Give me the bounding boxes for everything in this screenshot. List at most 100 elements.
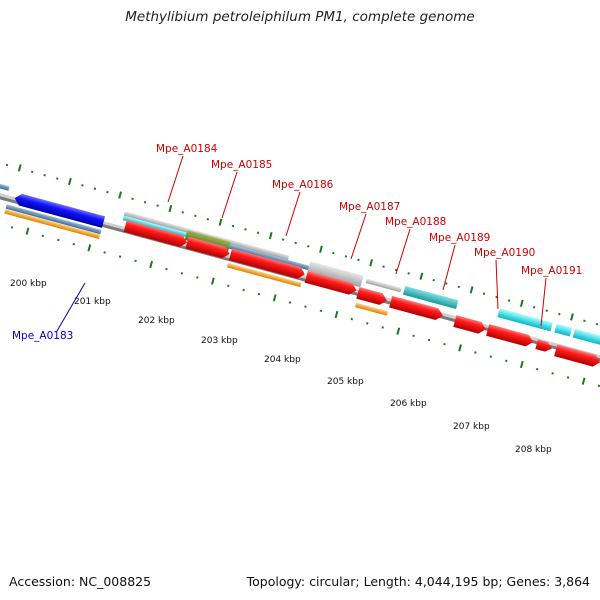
gene-label: Mpe_A0183 [12, 330, 73, 342]
cds-arrow [228, 248, 305, 279]
accession-text: Accession: NC_008825 [9, 574, 152, 589]
leader-line [350, 213, 367, 260]
gc-dot [505, 359, 508, 363]
gc-dot [519, 360, 524, 369]
gene-label: Mpe_A0186 [272, 179, 334, 191]
leader-line [285, 191, 301, 237]
leader-line [56, 282, 86, 332]
leader-line [167, 155, 184, 203]
leader-line [495, 259, 499, 310]
gc-skew-track [10, 226, 600, 388]
gene-label: Mpe_A0189 [429, 232, 490, 244]
cds-arrow [123, 220, 188, 247]
gc-dot [570, 313, 574, 321]
gc-dot [566, 376, 570, 379]
gc-dot [196, 276, 199, 279]
gc-dot [445, 282, 448, 285]
gc-dot [443, 342, 446, 346]
gc-dot [103, 251, 106, 254]
gc-dot [419, 272, 424, 280]
leader-line [442, 244, 456, 291]
gene-labels: Mpe_A0183 Mpe_A0184 Mpe_A0185 Mpe_A0186 … [12, 143, 582, 342]
gene-label: Mpe_A0184 [156, 143, 218, 155]
feature-bar [4, 209, 101, 240]
gc-dot [332, 251, 335, 255]
gc-dot [165, 267, 168, 271]
gene-label: Mpe_A0187 [339, 201, 400, 213]
gc-dot [272, 294, 277, 302]
gc-dot [357, 258, 360, 262]
feature-bar [122, 215, 187, 237]
gc-dot [507, 299, 511, 302]
gc-dot [168, 204, 173, 213]
gc-dot [257, 292, 261, 296]
gc-dot [194, 214, 197, 218]
scale-tick-label: 207 kbp [453, 422, 490, 432]
gc-dot [56, 177, 59, 180]
gc-dot [407, 272, 410, 275]
gc-dot [256, 231, 260, 234]
gc-dot [482, 292, 486, 295]
scale-tick-label: 206 kbp [390, 399, 427, 409]
feature-bar [228, 244, 310, 271]
cds-arrow [486, 324, 534, 347]
genome-title: Methylibium petroleiphilum PM1, complete… [125, 9, 475, 25]
cds-arrow [554, 344, 600, 367]
scale-tick-label: 203 kbp [201, 336, 238, 346]
gc-dot [366, 322, 369, 325]
gc-dot [412, 334, 415, 338]
cds-arrow [389, 295, 443, 320]
gc-dot [180, 272, 184, 275]
gc-dot [72, 242, 75, 246]
gc-dot [244, 228, 247, 231]
gc-dot [432, 278, 436, 282]
gc-dot [334, 310, 339, 319]
gc-dot [81, 184, 84, 187]
gc-dot [369, 259, 374, 267]
gc-dot [226, 284, 230, 288]
feature-bar [0, 175, 10, 191]
feature-bar [226, 263, 302, 288]
gc-dot [43, 173, 46, 177]
feature-bar [402, 285, 459, 309]
scale-tick-label: 202 kbp [138, 316, 175, 326]
gc-dot [218, 218, 223, 226]
gc-dot [156, 204, 159, 207]
forward-features [0, 175, 600, 348]
gc-content-track [5, 163, 599, 326]
gc-dot [583, 319, 586, 323]
feature-bar [497, 308, 553, 332]
gc-dot [489, 355, 493, 358]
feature-bar [572, 328, 600, 348]
gc-dot [106, 190, 109, 194]
gc-dot [41, 234, 45, 238]
gc-dot [68, 177, 72, 186]
gc-dot [10, 226, 14, 229]
gc-dot [595, 322, 599, 326]
feature-bar [365, 278, 402, 293]
gc-dot [206, 217, 210, 221]
gc-dot [181, 211, 184, 214]
genome-summary-text: Topology: circular; Length: 4,044,195 bp… [246, 574, 590, 589]
cds-arrow [185, 236, 230, 259]
gc-dot [344, 255, 348, 258]
gc-dot [25, 227, 30, 235]
gc-dot [458, 344, 462, 352]
scale-labels: 200 kbp 201 kbp 202 kbp 203 kbp 204 kbp … [10, 279, 552, 455]
feature-bar [5, 204, 102, 235]
gene-label: Mpe_A0190 [474, 247, 535, 259]
scale-tick-label: 205 kbp [327, 377, 364, 387]
gc-dot [427, 338, 431, 342]
gc-dot [319, 309, 323, 313]
scale-tick-label: 201 kbp [74, 297, 111, 307]
cds-arrow [453, 315, 486, 334]
gene-label: Mpe_A0188 [385, 216, 446, 228]
cds-forward [123, 220, 600, 367]
gc-dot [457, 285, 461, 289]
gc-dot [5, 163, 9, 167]
gc-dot [294, 241, 297, 245]
gc-dot [319, 245, 323, 253]
gc-dot [381, 326, 384, 329]
gc-dot [519, 299, 524, 308]
gc-dot [307, 245, 310, 248]
